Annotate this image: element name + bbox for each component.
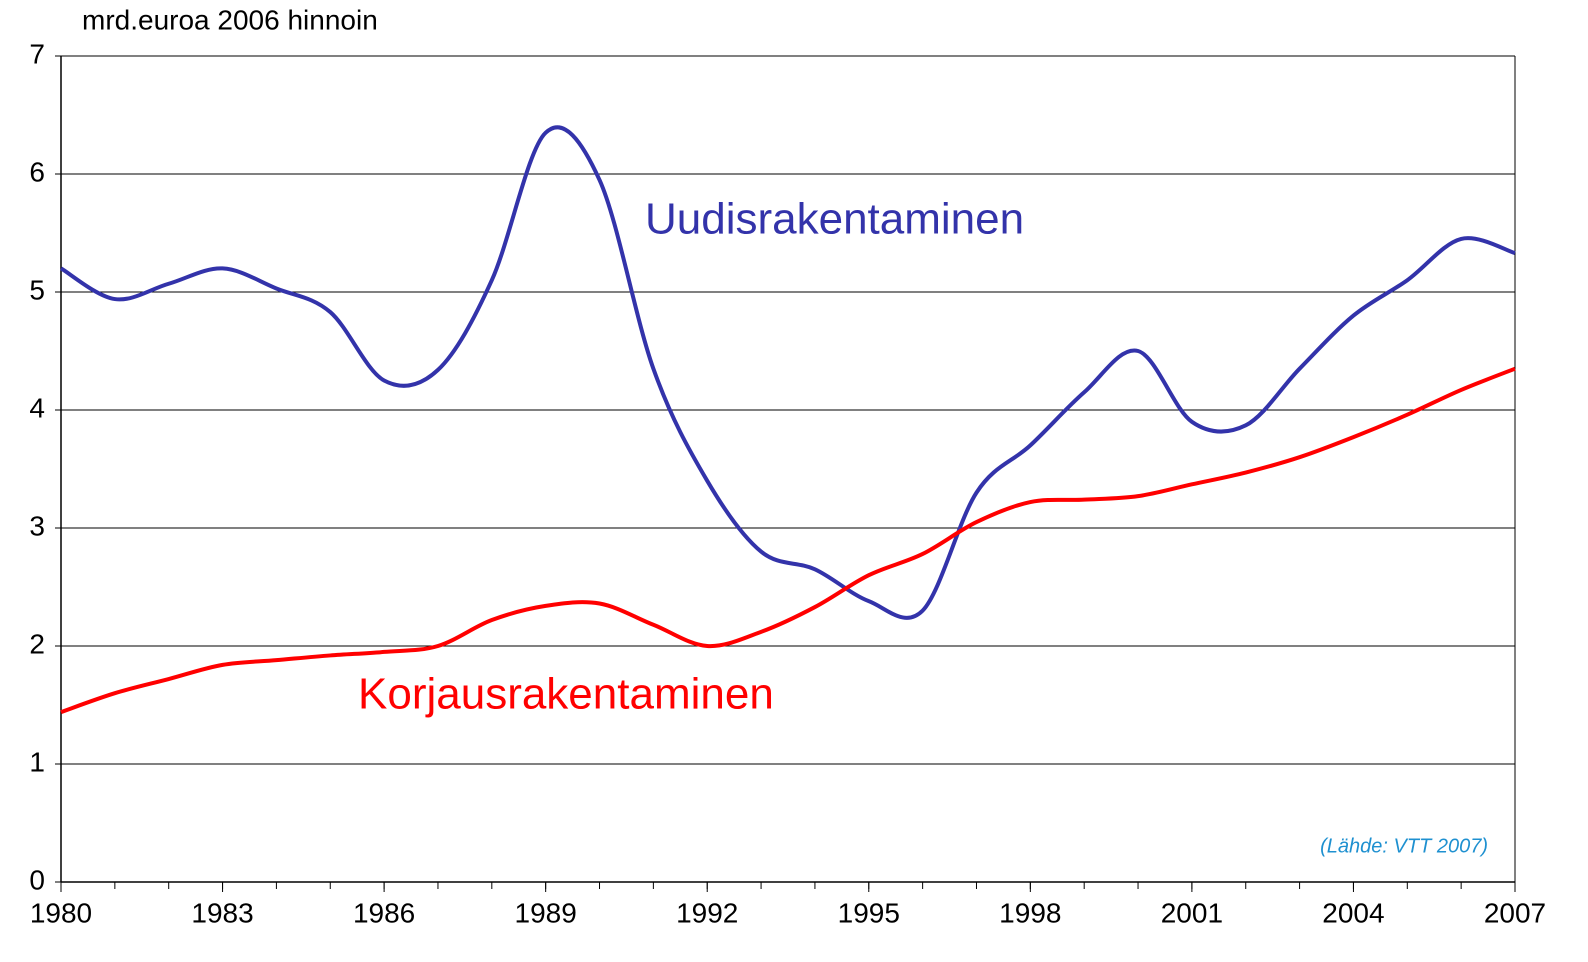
source-note: (Lähde: VTT 2007) [1320,835,1488,857]
y-axis-label: mrd.euroa 2006 hinnoin [82,4,378,35]
series-line [59,125,1516,620]
y-tick-label: 5 [29,274,45,305]
series-line [60,366,1516,714]
x-tick-label: 2001 [1161,897,1223,928]
x-tick-label: 1998 [999,897,1061,928]
y-tick-label: 7 [29,38,45,69]
x-tick-label: 1995 [838,897,900,928]
x-tick-label: 1983 [191,897,253,928]
y-tick-label: 6 [29,156,45,187]
x-tick-label: 1980 [30,897,92,928]
y-tick-label: 0 [29,864,45,895]
x-tick-label: 2004 [1322,897,1384,928]
series-label: Korjausrakentaminen [358,670,774,719]
x-tick-label: 1989 [515,897,577,928]
y-tick-label: 1 [29,746,45,777]
x-tick-label: 1992 [676,897,738,928]
y-tick-label: 3 [29,510,45,541]
series-label: Uudisrakentaminen [645,195,1024,244]
y-tick-label: 4 [29,392,45,423]
y-tick-label: 2 [29,628,45,659]
x-tick-label: 2007 [1484,897,1546,928]
x-tick-label: 1986 [353,897,415,928]
